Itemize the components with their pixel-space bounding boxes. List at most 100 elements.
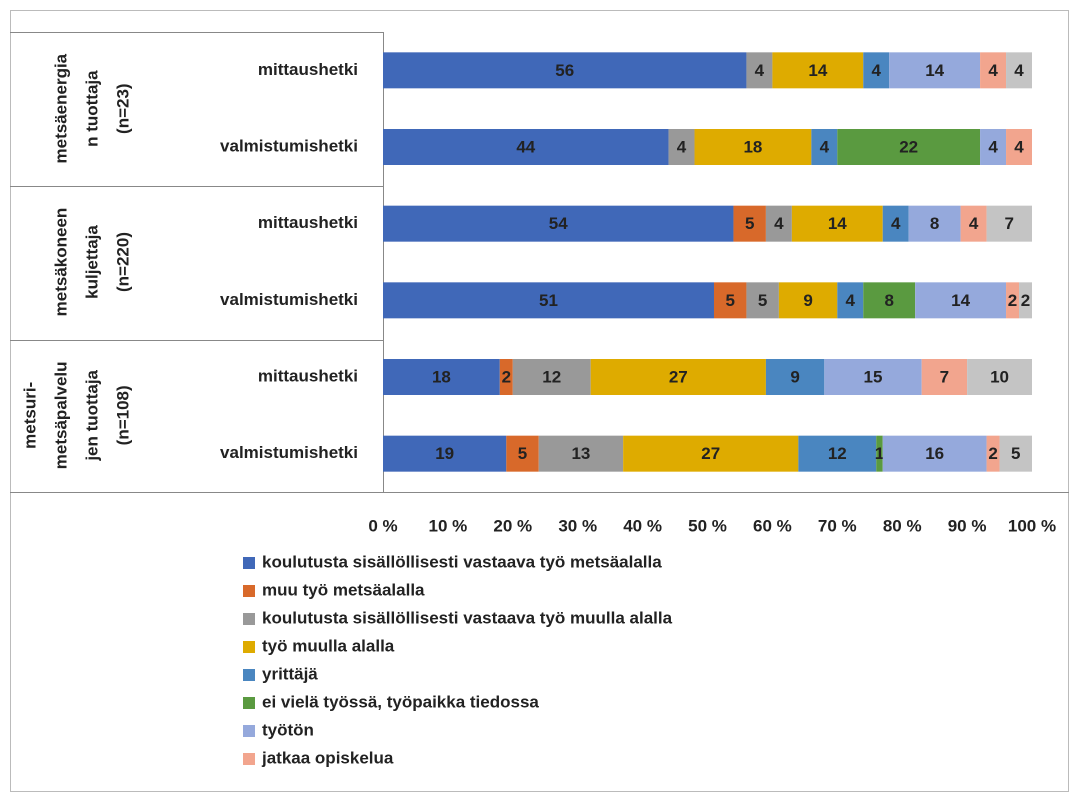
data-label: 56: [555, 61, 574, 80]
data-label: 4: [1014, 61, 1024, 80]
group-label: metsäkoneen: [51, 208, 70, 317]
data-label: 5: [1011, 444, 1020, 463]
data-label: 13: [571, 444, 590, 463]
legend-label: työtön: [262, 720, 314, 739]
bar-segment: [746, 282, 779, 319]
bar-segment: [921, 359, 968, 395]
data-label: 44: [516, 137, 535, 156]
bar-segment: [837, 282, 864, 319]
data-label: 9: [790, 367, 799, 386]
bar-segment: [889, 52, 981, 89]
bar-segment: [383, 205, 734, 242]
bar-segment: [778, 282, 838, 319]
data-label: 10: [990, 367, 1009, 386]
legend-swatch: [243, 697, 255, 709]
bar-segment: [713, 282, 747, 319]
bar-segment: [798, 435, 877, 472]
data-label: 4: [755, 61, 765, 80]
legend-label: työ muulla alalla: [262, 636, 395, 655]
bar-segment: [383, 435, 507, 472]
bar-segment: [668, 129, 695, 165]
legend-label: ei vielä työssä, työpaikka tiedossa: [262, 692, 539, 711]
legend-label: muu työ metsäalalla: [262, 580, 425, 599]
data-label: 4: [820, 137, 830, 156]
category-label: valmistumishetki: [220, 136, 358, 155]
bar-segment: [383, 52, 747, 89]
bar-segment: [863, 282, 916, 319]
x-tick-label: 60 %: [753, 516, 792, 535]
bar-segment: [824, 359, 922, 395]
group-label: metsäpalvelu: [51, 361, 70, 469]
data-label: 27: [701, 444, 720, 463]
bar-segment: [765, 359, 825, 395]
bar-segment: [623, 435, 799, 472]
x-tick-label: 10 %: [429, 516, 468, 535]
chart-border: [10, 10, 1069, 792]
data-label: 7: [1005, 214, 1014, 233]
bar-segment: [863, 52, 890, 89]
category-label: mittaushetki: [258, 366, 358, 385]
data-label: 4: [988, 137, 998, 156]
group-label: (n=220): [113, 232, 132, 292]
bar-segment: [1006, 129, 1032, 165]
x-tick-label: 80 %: [883, 516, 922, 535]
data-label: 8: [884, 291, 893, 310]
data-label: 4: [1014, 137, 1024, 156]
legend-swatch: [243, 585, 255, 597]
data-label: 2: [1008, 291, 1017, 310]
x-tick-label: 30 %: [558, 516, 597, 535]
data-label: 12: [542, 367, 561, 386]
legend-swatch: [243, 613, 255, 625]
data-label: 12: [828, 444, 847, 463]
data-label: 2: [502, 367, 511, 386]
legend-swatch: [243, 753, 255, 765]
data-label: 5: [518, 444, 527, 463]
x-tick-label: 70 %: [818, 516, 857, 535]
bar-segment: [980, 129, 1007, 165]
data-label: 4: [969, 214, 979, 233]
bar-segment: [383, 282, 714, 319]
category-label: mittaushetki: [258, 213, 358, 232]
bar-segment: [999, 435, 1032, 472]
category-label: mittaushetki: [258, 60, 358, 79]
x-tick-label: 100 %: [1008, 516, 1056, 535]
data-label: 7: [940, 367, 949, 386]
x-tick-label: 0 %: [368, 516, 397, 535]
bar-segment: [512, 359, 591, 395]
bar-segment: [383, 129, 669, 165]
legend-swatch: [243, 641, 255, 653]
data-label: 2: [988, 444, 997, 463]
x-tick-label: 40 %: [623, 516, 662, 535]
x-tick-label: 20 %: [493, 516, 532, 535]
data-label: 4: [846, 291, 856, 310]
data-label: 1: [875, 444, 884, 463]
category-label: valmistumishetki: [220, 290, 358, 309]
group-label: metsäenergia: [51, 53, 70, 163]
data-label: 2: [1021, 291, 1030, 310]
bar-segment: [733, 205, 766, 242]
data-label: 18: [432, 367, 451, 386]
data-label: 14: [951, 291, 970, 310]
bar-segment: [1006, 52, 1032, 89]
bar-segment: [772, 52, 864, 89]
group-label: (n=23): [113, 83, 132, 134]
bar-segment: [908, 205, 961, 242]
data-label: 8: [930, 214, 939, 233]
data-label: 5: [758, 291, 767, 310]
legend-swatch: [243, 669, 255, 681]
bar-segment: [506, 435, 539, 472]
data-label: 22: [899, 137, 918, 156]
data-label: 9: [803, 291, 812, 310]
data-label: 54: [549, 214, 568, 233]
bar-segment: [590, 359, 766, 395]
group-label: jen tuottaja: [82, 369, 101, 461]
bar-segment: [765, 205, 792, 242]
data-label: 5: [745, 214, 754, 233]
group-label: kuljettaja: [82, 225, 101, 299]
group-label: metsuri-: [20, 382, 39, 449]
bar-segment: [882, 205, 909, 242]
data-label: 14: [925, 61, 944, 80]
data-label: 4: [891, 214, 901, 233]
data-label: 14: [828, 214, 847, 233]
bar-segment: [967, 359, 1032, 395]
